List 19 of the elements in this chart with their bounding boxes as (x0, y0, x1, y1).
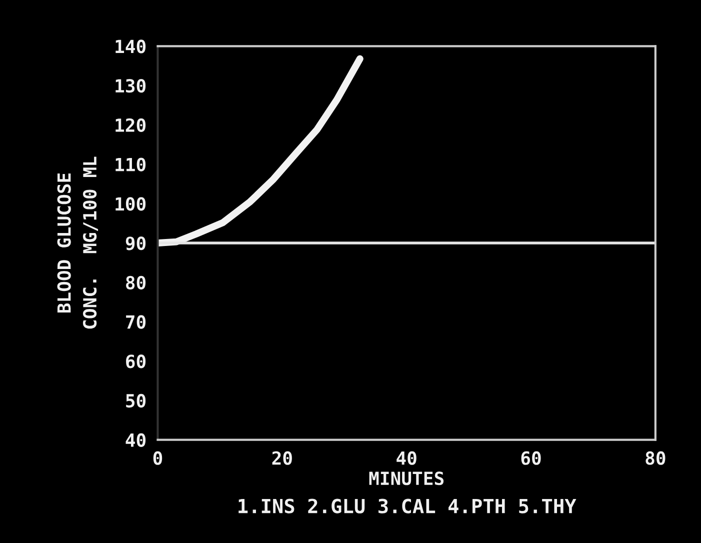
y-tick-label: 140 (116, 40, 146, 54)
y-tick-label: 110 (116, 158, 146, 172)
x-tick-label: 20 (272, 451, 292, 465)
y-tick-label: 80 (126, 276, 146, 290)
y-tick-label: 70 (126, 315, 146, 329)
y-axis-title: BLOOD GLUCOSE CONC. MG/100 ML (57, 156, 98, 329)
y-tick-label: 50 (126, 394, 146, 408)
y-tick-label: 40 (126, 433, 146, 447)
y-tick-label: 90 (126, 236, 146, 250)
y-tick-label: 60 (126, 354, 146, 368)
y-tick-label: 130 (116, 78, 146, 93)
x-tick-label: 0 (153, 451, 162, 465)
x-axis-title: MINUTES (369, 472, 444, 486)
x-tick-label: 40 (396, 451, 416, 465)
x-tick-label: 80 (646, 451, 666, 465)
y-tick-label: 120 (116, 118, 146, 132)
text: 1.INS 2.GLU 3.CAL 4.PTH 5.THY (238, 498, 576, 514)
x-tick-label: 60 (521, 451, 541, 465)
y-tick-label: 100 (116, 197, 146, 211)
